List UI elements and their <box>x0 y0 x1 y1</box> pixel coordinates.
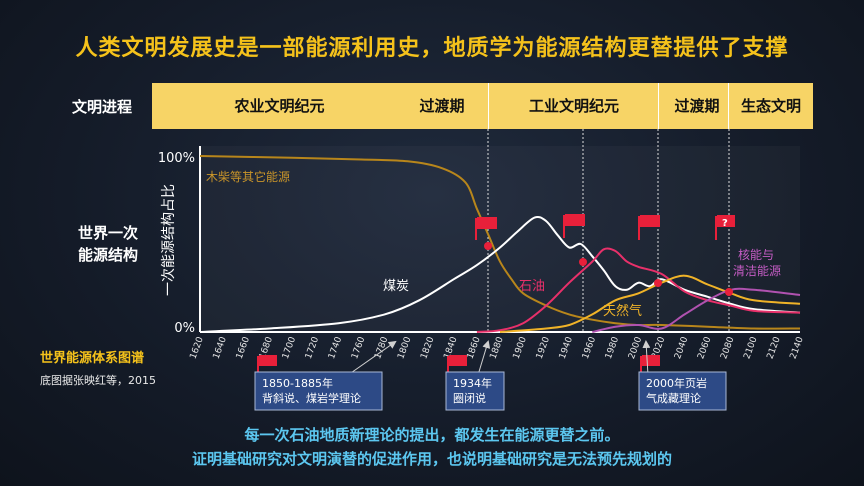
x-tick-label: 1940 <box>558 335 575 360</box>
x-tick-label: 1780 <box>373 335 390 360</box>
source-note: 底图据张映红等，2015 <box>40 374 156 387</box>
x-tick-label: 1820 <box>419 335 436 360</box>
y-tick-100: 100% <box>158 151 195 166</box>
svg-text:?: ? <box>722 218 728 229</box>
era-industrial: 工业文明纪元 <box>528 97 619 115</box>
transition-point <box>654 279 662 287</box>
x-tick-label: 1800 <box>396 335 413 360</box>
era-transition-2: 过渡期 <box>674 97 720 115</box>
x-tick-label: 1880 <box>489 335 506 360</box>
source-title: 世界能源体系图谱 <box>40 351 145 366</box>
conclusion-line-2: 证明基础研究对文明演替的促进作用，也说明基础研究是无法预先规划的 <box>191 450 672 468</box>
theory-box-1 <box>254 371 383 411</box>
label-clean: 核能与 <box>738 248 774 262</box>
label-clean: 清洁能源 <box>733 264 781 278</box>
flag-icon <box>638 215 660 240</box>
transition-point <box>484 242 492 250</box>
y-tick-0: 0% <box>174 321 195 336</box>
x-tick-label: 1660 <box>235 335 252 360</box>
conclusion-line-1: 每一次石油地质新理论的提出，都发生在能源更替之前。 <box>244 426 620 444</box>
theory-1-line-1: 1850-1885年 <box>262 376 333 390</box>
x-tick-label: 1920 <box>535 335 552 360</box>
x-tick-label: 1760 <box>350 335 367 360</box>
era-divider <box>658 83 659 129</box>
flag-icon <box>475 217 497 240</box>
era-transition-1: 过渡期 <box>419 97 465 115</box>
theory-3-line-1: 2000年页岩 <box>646 376 707 390</box>
label-coal: 煤炭 <box>383 279 409 294</box>
arrow <box>477 340 491 376</box>
era-agriculture: 农业文明纪元 <box>234 97 325 115</box>
x-tick-label: 1640 <box>212 335 229 360</box>
x-tick-label: 1740 <box>327 335 344 360</box>
flag-icon: ? <box>715 215 735 240</box>
y-axis-label: 一次能源结构占比 <box>161 184 177 296</box>
x-tick-label: 2120 <box>766 335 783 360</box>
x-tick-label: 2100 <box>742 335 759 360</box>
x-tick-label: 1860 <box>466 335 483 360</box>
series-line-0 <box>199 155 801 330</box>
page-title: 人类文明发展史是一部能源利用史，地质学为能源结构更替提供了支撑 <box>75 36 789 61</box>
era-divider <box>728 83 729 129</box>
x-tick-label: 1960 <box>581 335 598 360</box>
transition-point <box>579 258 587 266</box>
x-tick-label: 2060 <box>696 335 713 360</box>
energy-structure-label-1: 世界一次 <box>77 224 138 242</box>
era-divider <box>488 83 489 129</box>
x-tick-label: 1720 <box>304 335 321 360</box>
series-line-4 <box>592 287 801 333</box>
series-line-3 <box>499 274 801 333</box>
era-bar: 农业文明纪元 过渡期 工业文明纪元 过渡期 生态文明 <box>152 83 813 129</box>
civilization-label: 文明进程 <box>72 98 133 116</box>
energy-structure-label-2: 能源结构 <box>77 246 138 264</box>
arrow <box>347 340 397 376</box>
theory-1-line-2: 背斜说、煤岩学理论 <box>262 391 361 405</box>
x-tick-label: 2080 <box>719 335 736 360</box>
x-tick-label: 1900 <box>512 335 529 360</box>
theory-2-line-1: 1934年 <box>453 376 492 390</box>
series-line-2 <box>476 247 801 333</box>
x-tick-label: 2040 <box>673 335 690 360</box>
x-tick-label: 1620 <box>189 335 206 360</box>
x-tick-label: 1980 <box>604 335 621 360</box>
label-wood: 木柴等其它能源 <box>206 169 290 184</box>
x-tick-label: 2140 <box>789 335 806 360</box>
theory-3-line-2: 气成藏理论 <box>646 391 701 405</box>
era-ecological: 生态文明 <box>740 97 801 115</box>
label-gas: 天然气 <box>603 303 642 319</box>
theory-box-2 <box>445 371 505 411</box>
theory-box-3 <box>638 371 727 411</box>
arrow <box>642 340 651 376</box>
theory-2-line-2: 圈闭说 <box>453 391 486 405</box>
x-tick-label: 1700 <box>281 335 298 360</box>
label-oil: 石油 <box>519 279 545 294</box>
transition-point <box>725 288 733 296</box>
flag-icon <box>563 214 585 238</box>
